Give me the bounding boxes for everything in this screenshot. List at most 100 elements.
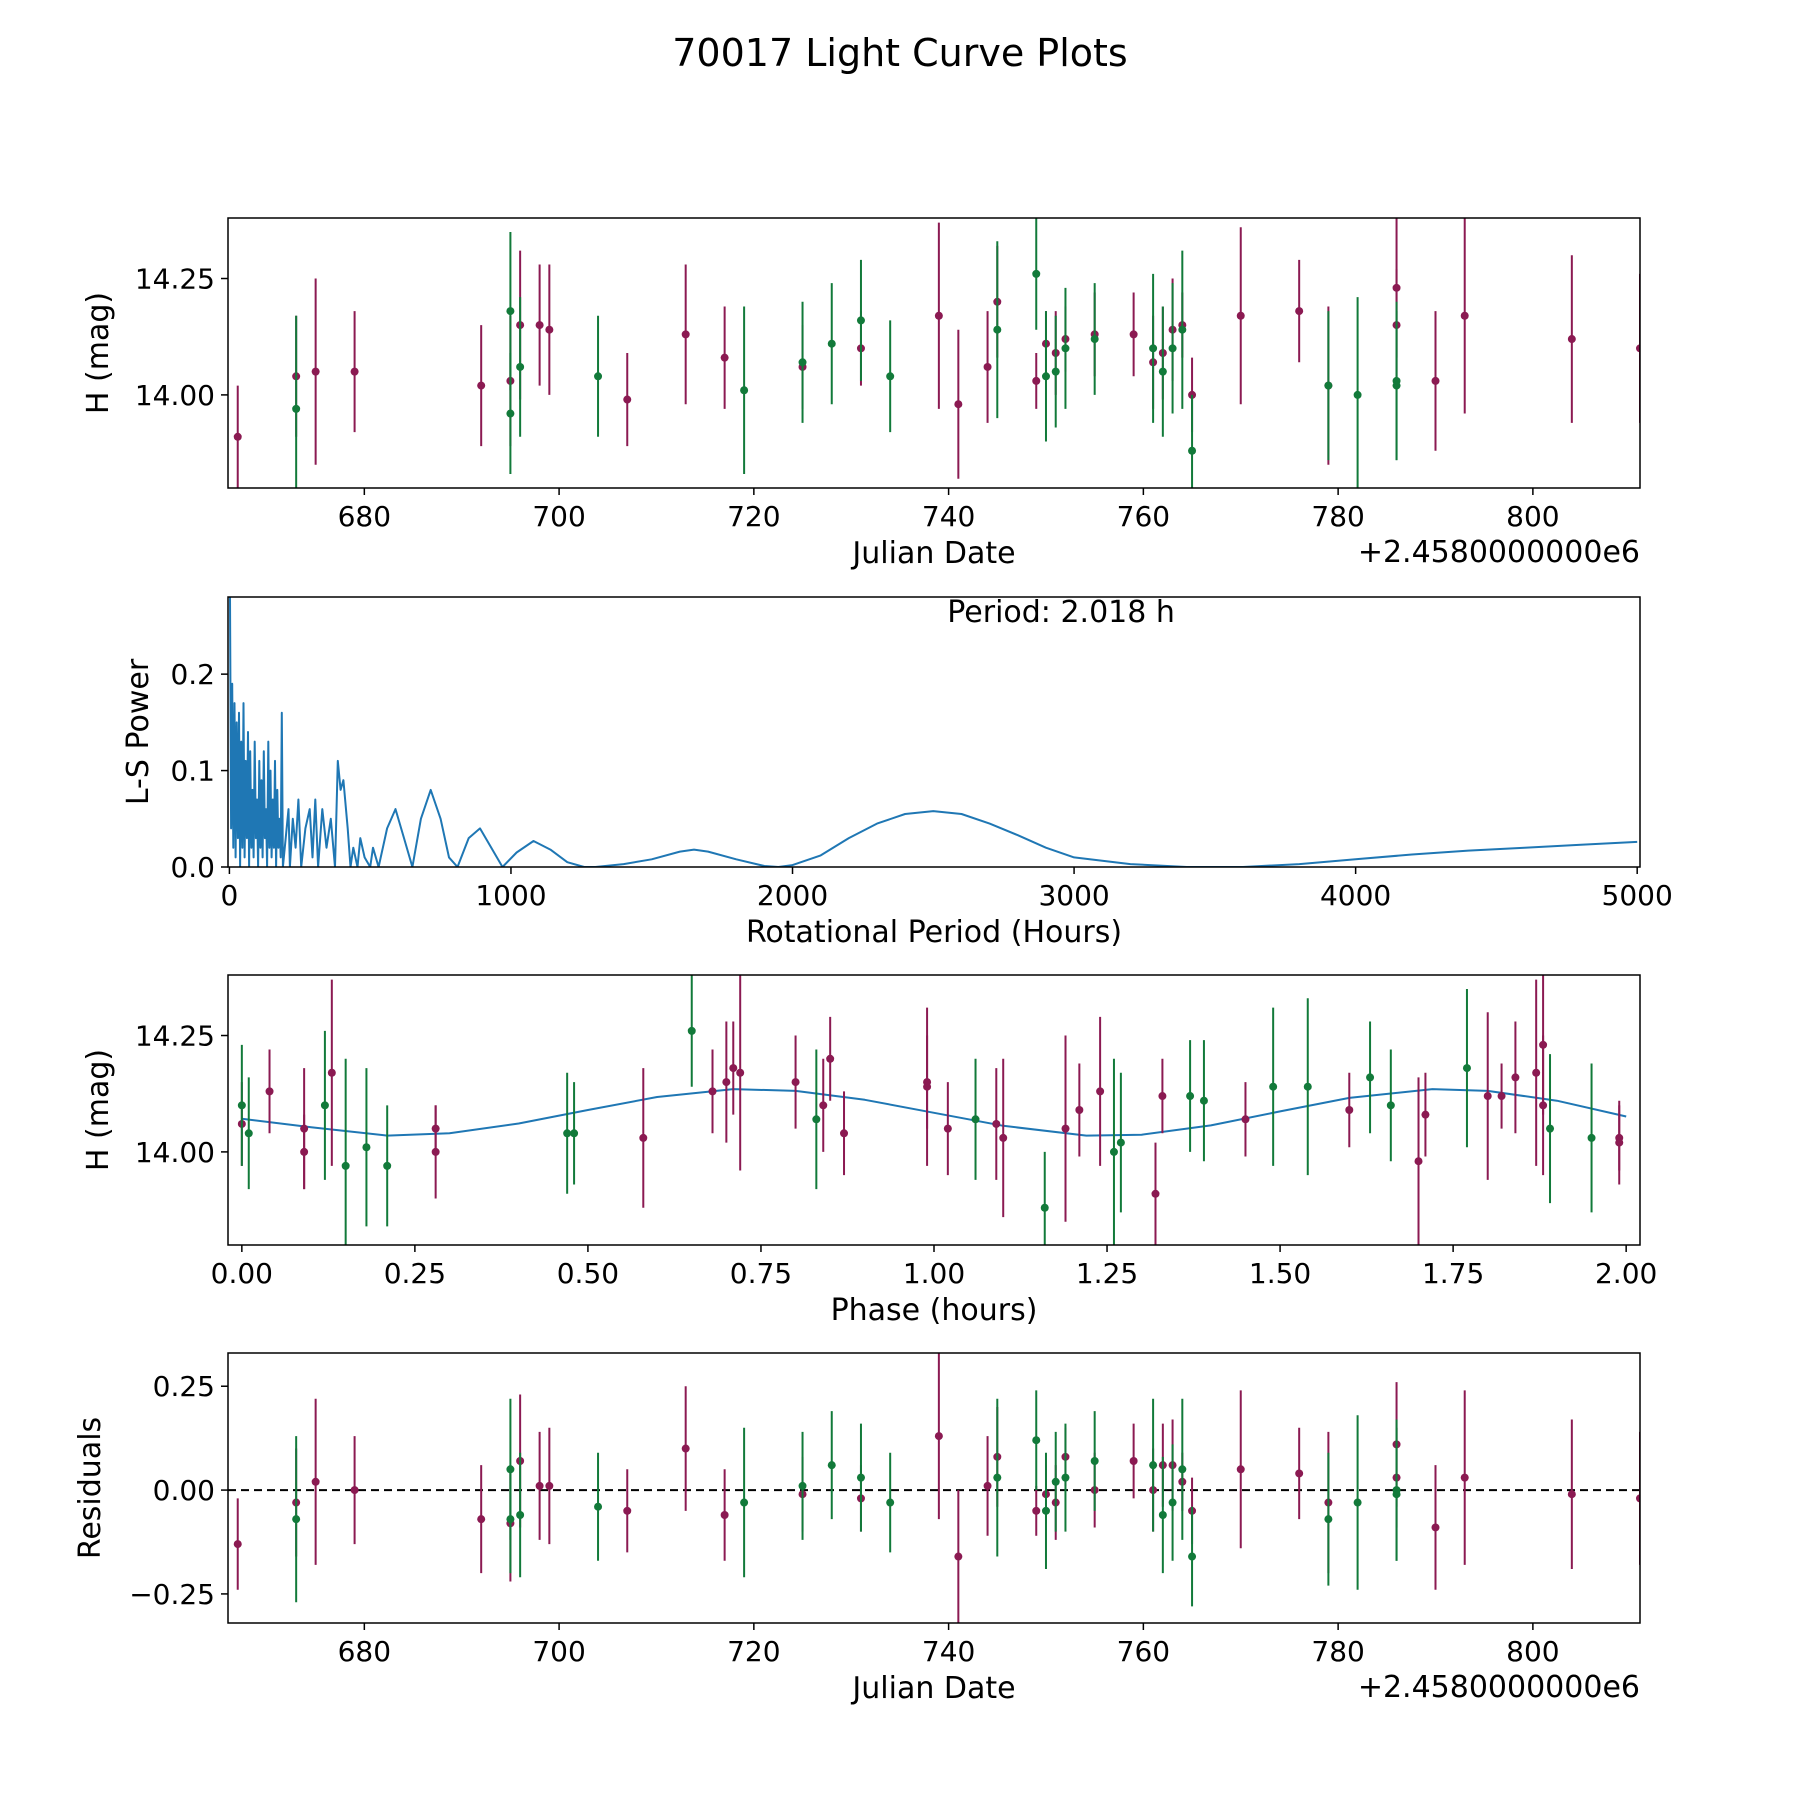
data-point	[720, 353, 729, 362]
data-point	[1199, 1096, 1208, 1105]
data-point	[983, 1481, 992, 1490]
y-tick-label: 0.25	[153, 1370, 215, 1403]
residuals-ylabel: Residuals	[73, 1417, 108, 1559]
data-point	[740, 386, 749, 395]
data-point	[639, 1133, 648, 1142]
data-point	[708, 1087, 717, 1096]
data-point	[237, 1101, 246, 1110]
residuals-axes-frame	[227, 1352, 1641, 1624]
data-point	[341, 1161, 350, 1170]
data-point	[943, 1124, 952, 1133]
data-point	[687, 1026, 696, 1035]
data-point	[594, 1502, 603, 1511]
data-point	[1324, 381, 1333, 390]
data-point	[934, 1432, 943, 1441]
data-point	[265, 1087, 274, 1096]
data-point	[681, 1444, 690, 1453]
panel-light-curve: 680 700 720 740 760 780 800 14.00 14.25 Julian D…	[81, 217, 1641, 571]
data-point	[954, 400, 963, 409]
data-point	[1392, 1490, 1401, 1499]
data-point	[1532, 1068, 1541, 1077]
x-tick-label: 740	[922, 500, 975, 533]
data-point	[1151, 1189, 1160, 1198]
x-tick-label: 0	[220, 879, 238, 912]
data-point	[292, 1515, 301, 1524]
x-tick-label: 1.25	[1076, 1257, 1138, 1290]
data-point	[1511, 1073, 1520, 1082]
data-point	[1460, 1473, 1469, 1482]
data-point	[1324, 1515, 1333, 1524]
data-point	[856, 1473, 865, 1482]
data-point	[798, 358, 807, 367]
data-point	[1546, 1124, 1555, 1133]
x-tick-label: 780	[1311, 1635, 1364, 1668]
panel-periodogram: 0 1000 2000 3000 4000 5000 0.0 0.1 0.2 Rotationa…	[121, 595, 1673, 950]
data-point	[1032, 1506, 1041, 1515]
data-point	[1186, 1092, 1195, 1101]
periodogram-axes-frame	[227, 596, 1641, 868]
data-point	[1539, 1040, 1548, 1049]
light-curve-ylabel: H (mag)	[81, 292, 116, 414]
data-point	[1414, 1157, 1423, 1166]
phase-fold-ylabel: H (mag)	[81, 1049, 116, 1171]
light-curve-marks	[233, 218, 1640, 488]
data-point	[1295, 307, 1304, 316]
data-point	[1615, 1138, 1624, 1147]
y-tick-label: 0.2	[170, 658, 215, 691]
x-tick-label: 2000	[757, 879, 828, 912]
fit-curve	[241, 1088, 1627, 1137]
data-point	[535, 1481, 544, 1490]
data-point	[535, 321, 544, 330]
data-point	[1041, 1506, 1050, 1515]
data-point	[812, 1115, 821, 1124]
data-point	[1158, 1511, 1167, 1519]
x-tick-label: 740	[922, 1635, 975, 1668]
residuals-xlabel: Julian Date	[850, 1671, 1015, 1706]
x-tick-label: 2.00	[1595, 1257, 1657, 1290]
x-tick-label: 800	[1506, 1635, 1559, 1668]
data-point	[1567, 335, 1576, 344]
data-point	[1392, 381, 1401, 390]
data-point	[1431, 1523, 1440, 1532]
data-point	[1109, 1147, 1118, 1156]
data-point	[954, 1552, 963, 1561]
data-point	[1051, 367, 1060, 376]
data-point	[1353, 390, 1362, 399]
data-point	[1096, 1087, 1105, 1096]
data-point	[1168, 1498, 1177, 1507]
data-point	[827, 1461, 836, 1470]
data-point	[856, 316, 865, 325]
data-point	[506, 409, 515, 418]
data-point	[1188, 1552, 1197, 1561]
data-point	[1129, 1457, 1138, 1465]
y-tick-label: 0.1	[170, 755, 215, 788]
data-point	[1158, 1092, 1167, 1101]
data-point	[1061, 1473, 1070, 1482]
data-point	[1090, 1457, 1099, 1465]
data-point	[971, 1115, 980, 1124]
y-tick-label: −0.25	[129, 1578, 215, 1611]
data-point	[1051, 1477, 1060, 1486]
light-curve-axes-frame	[227, 217, 1641, 489]
data-point	[1353, 1498, 1362, 1507]
data-point	[992, 1119, 1001, 1128]
periodogram-ylabel: L-S Power	[121, 658, 156, 805]
x-tick-label: 700	[532, 500, 585, 533]
data-point	[983, 362, 992, 371]
data-point	[506, 307, 515, 316]
data-point	[623, 395, 632, 404]
data-point	[1421, 1110, 1430, 1119]
y-tick-label: 14.00	[135, 379, 215, 412]
data-point	[311, 367, 320, 376]
data-point	[1061, 344, 1070, 353]
data-point	[1295, 1469, 1304, 1478]
data-point	[545, 325, 554, 334]
data-point	[1366, 1073, 1375, 1082]
data-point	[840, 1129, 849, 1138]
data-point	[819, 1101, 828, 1110]
data-point	[233, 432, 242, 441]
light-curve-xlabel: Julian Date	[850, 536, 1015, 571]
x-tick-label: 4000	[1320, 879, 1391, 912]
